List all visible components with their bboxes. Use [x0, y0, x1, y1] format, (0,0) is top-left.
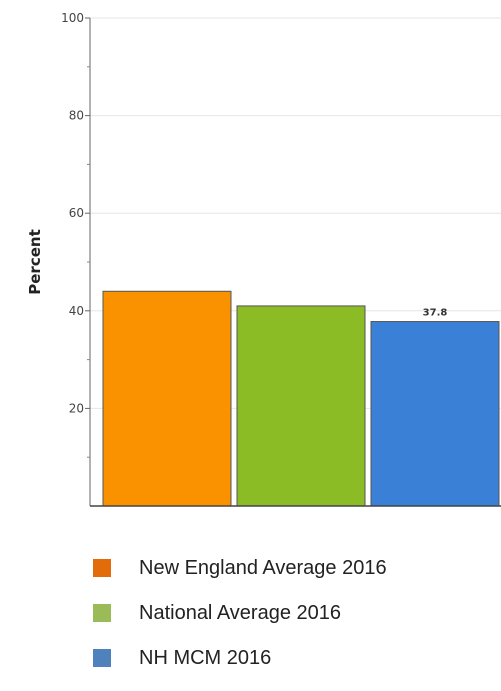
legend-item-new-england: New England Average 2016 — [93, 556, 387, 580]
legend-item-nh-mcm: NH MCM 2016 — [93, 646, 387, 670]
legend-swatch-new-england — [93, 559, 111, 577]
bar-chart: 37.8 20 40 60 80 100 Percent — [26, 11, 501, 507]
y-tick-label-60: 60 — [69, 206, 84, 220]
legend-item-national: National Average 2016 — [93, 601, 387, 625]
y-tick-label-100: 100 — [61, 11, 84, 25]
data-labels: 37.8 — [423, 308, 448, 319]
y-axis: 20 40 60 80 100 — [61, 11, 501, 507]
bar-1 — [102, 290, 232, 507]
legend-swatch-national — [93, 604, 111, 622]
bar-2 — [236, 305, 366, 507]
y-tick-label-20: 20 — [69, 401, 84, 415]
legend-label-new-england: New England Average 2016 — [139, 556, 387, 579]
data-label-3: 37.8 — [423, 308, 448, 319]
bars — [102, 290, 500, 507]
legend-label-nh-mcm: NH MCM 2016 — [139, 646, 272, 669]
legend-swatch-nh-mcm — [93, 649, 111, 667]
legend-label-national: National Average 2016 — [139, 601, 342, 624]
legend: New England Average 2016 National Averag… — [93, 556, 387, 691]
bar-3 — [370, 321, 500, 507]
y-tick-label-80: 80 — [69, 109, 84, 123]
y-tick-label-40: 40 — [69, 304, 84, 318]
y-axis-title: Percent — [26, 229, 44, 294]
